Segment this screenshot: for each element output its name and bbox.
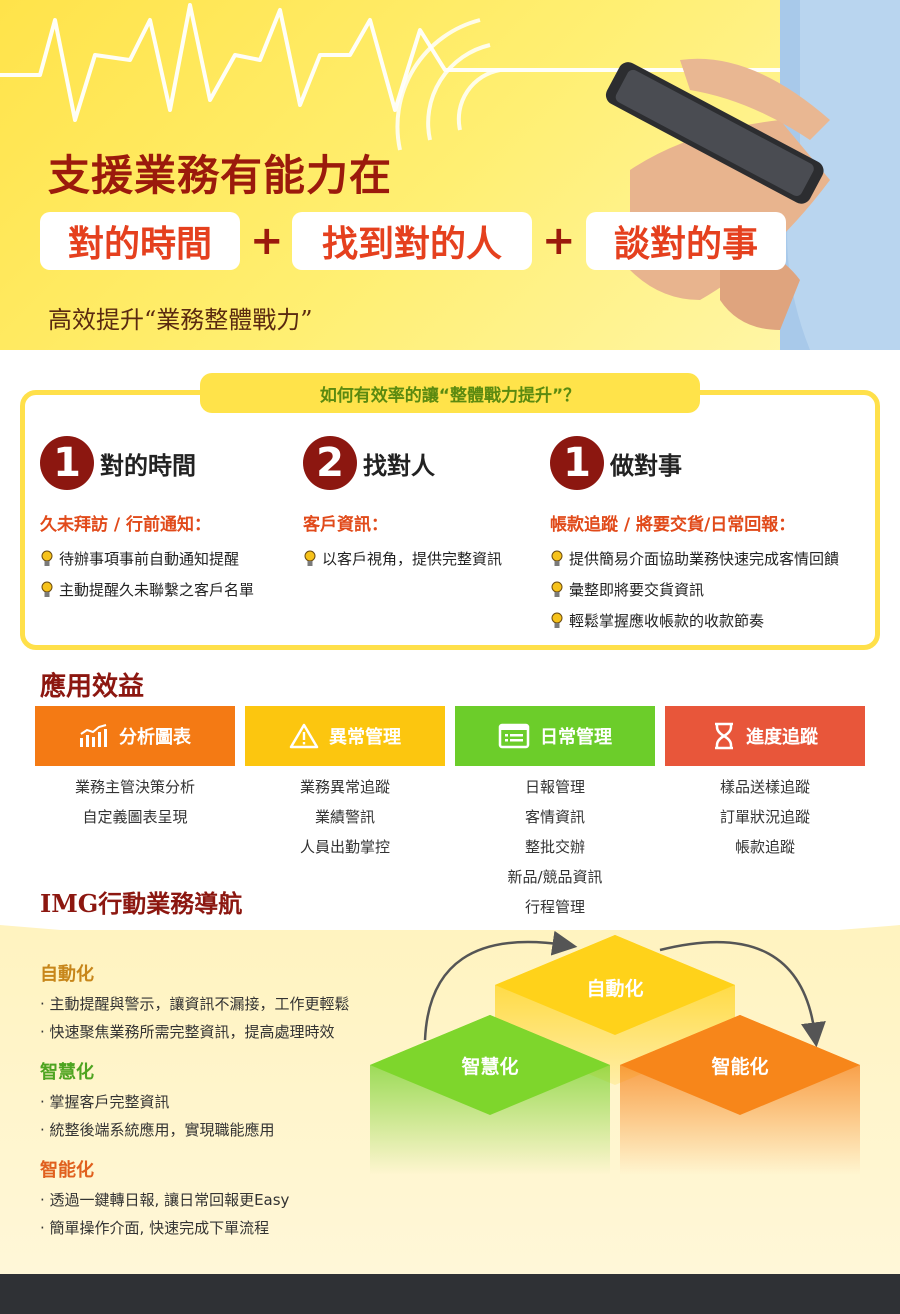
efficiency-box (20, 390, 880, 650)
plus-sign: + (250, 218, 284, 264)
benefit-card-analysis: 分析圖表 (35, 706, 235, 766)
list-item: 自定義圖表呈現 (82, 808, 188, 826)
list-item: 行程管理 (524, 898, 585, 916)
hourglass-icon (715, 722, 733, 750)
diagram-label-automation: 自動化 (586, 977, 643, 1000)
list-item: 主動提醒久未聯繫之客戶名單 (40, 574, 300, 605)
benefits-title: 應用效益 (40, 672, 145, 702)
navigation-title: IMG行動業務導航 (40, 889, 243, 918)
column-heading: 久未拜訪 / 行前通知： (40, 515, 212, 535)
hero-title: 支援業務有能力在 (48, 151, 393, 200)
hexagon-cycle-diagram: 自動化 智慧化 智能化 (370, 930, 860, 1175)
column-label: 找對人 (363, 451, 435, 480)
list-item: · 透過一鍵轉日報, 讓日常回報更Easy (40, 1191, 290, 1209)
footer-bar (0, 1274, 900, 1314)
heartbeat-wave-decoration (0, 3, 900, 151)
list-item: 訂單狀況追蹤 (719, 808, 810, 826)
list-item: 帳款追蹤 (734, 838, 795, 856)
benefit-list-progress: 樣品送樣追蹤 訂單狀況追蹤 帳款追蹤 (665, 772, 865, 862)
list-item: 新品/競品資訊 (507, 868, 603, 886)
benefit-card-progress: 進度追蹤 (665, 706, 865, 766)
warning-icon (289, 723, 319, 749)
column-heading: 客戶資訊： (303, 515, 388, 535)
diagram-label-smart: 智慧化 (461, 1055, 518, 1078)
efficiency-column-3: 1 做對事 帳款追蹤 / 將要交貨/日常回報： 提供簡易介面協助業務快速完成客情… (550, 436, 870, 636)
benefit-card-daily: 日常管理 (455, 706, 655, 766)
list-item: · 快速聚焦業務所需完整資訊，提高處理時效 (40, 1023, 335, 1041)
list-item: · 主動提醒與警示，讓資訊不漏接，工作更輕鬆 (40, 995, 350, 1013)
list-item: 業務異常追蹤 (299, 778, 390, 796)
list-item: · 簡單操作介面, 快速完成下單流程 (40, 1219, 270, 1237)
list-item: 輕鬆掌握應收帳款的收款節奏 (550, 605, 870, 636)
list-item: 人員出勤掌控 (299, 838, 390, 856)
efficiency-column-1: 1 對的時間 久未拜訪 / 行前通知： 待辦事項事前自動通知提醒 主動提醒久未聯… (40, 436, 300, 605)
group-heading-smart: 智慧化 (40, 1062, 94, 1083)
list-item: · 統整後端系統應用，實現職能應用 (40, 1121, 275, 1139)
list-item: 業績警訊 (314, 808, 375, 826)
pill-right-time: 對的時間 (40, 212, 240, 270)
benefit-list-analysis: 業務主管決策分析 自定義圖表呈現 (35, 772, 235, 832)
lightbulb-icon (551, 612, 563, 628)
pill-right-thing: 談對的事 (586, 212, 786, 270)
plus-sign: + (542, 218, 576, 264)
list-item: 彙整即將要交貨資訊 (550, 574, 870, 605)
diagram-label-intelligent: 智能化 (711, 1055, 768, 1078)
number-badge: 1 (550, 436, 604, 490)
list-item: 日報管理 (524, 778, 585, 796)
benefit-list-exception: 業務異常追蹤 業績警訊 人員出勤掌控 (245, 772, 445, 862)
benefit-card-exception: 異常管理 (245, 706, 445, 766)
list-item: 以客戶視角，提供完整資訊 (303, 543, 543, 574)
pill-right-person: 找到對的人 (292, 212, 532, 270)
number-badge: 1 (40, 436, 94, 490)
hero-subtitle: 高效提升“業務整體戰力” (48, 306, 313, 334)
column-heading: 帳款追蹤 / 將要交貨/日常回報： (550, 515, 796, 535)
group-heading-intelligent: 智能化 (40, 1160, 94, 1181)
number-badge: 2 (303, 436, 357, 490)
hero-banner: 支援業務有能力在 對的時間 + 找到對的人 + 談對的事 高效提升“業務整體戰力… (0, 0, 900, 350)
list-item: 整批交辦 (524, 838, 585, 856)
list-item: 提供簡易介面協助業務快速完成客情回饋 (550, 543, 870, 574)
list-item: 業務主管決策分析 (74, 778, 195, 796)
efficiency-tab: 如何有效率的讓“整體戰力提升”？ (200, 373, 700, 413)
bar-chart-icon (80, 724, 107, 747)
lightbulb-icon (551, 581, 563, 597)
column-label: 做對事 (610, 451, 682, 480)
phone-hand-illustration (605, 0, 900, 350)
group-heading-automation: 自動化 (40, 964, 94, 985)
list-item: · 掌握客戶完整資訊 (40, 1093, 170, 1111)
navigation-feature-list: 自動化 · 主動提醒與警示，讓資訊不漏接，工作更輕鬆 · 快速聚焦業務所需完整資… (40, 960, 400, 1242)
lightbulb-icon (41, 581, 53, 597)
calendar-list-icon (498, 723, 530, 749)
list-item: 客情資訊 (524, 808, 585, 826)
column-label: 對的時間 (100, 451, 196, 480)
lightbulb-icon (551, 550, 563, 566)
lightbulb-icon (304, 550, 316, 566)
benefit-list-daily: 日報管理 客情資訊 整批交辦 新品/競品資訊 行程管理 (455, 772, 655, 922)
list-item: 樣品送樣追蹤 (719, 778, 810, 796)
lightbulb-icon (41, 550, 53, 566)
efficiency-column-2: 2 找對人 客戶資訊： 以客戶視角，提供完整資訊 (303, 436, 543, 574)
list-item: 待辦事項事前自動通知提醒 (40, 543, 300, 574)
